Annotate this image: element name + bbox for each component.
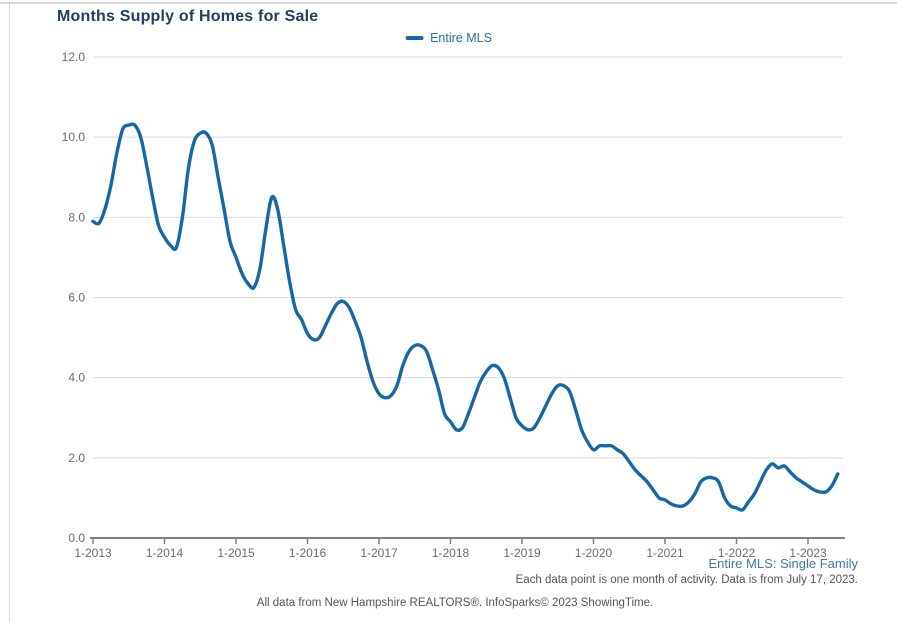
series-scope-link[interactable]: Entire MLS: Single Family: [708, 556, 858, 571]
series-line-entire-mls: [91, 122, 840, 512]
x-axis-label-1-2022: 1-2022: [718, 546, 756, 560]
legend-item-entire-mls[interactable]: Entire MLS: [405, 31, 492, 45]
page-title: Months Supply of Homes for Sale: [57, 8, 319, 25]
x-axis-label-1-2021: 1-2021: [646, 546, 684, 560]
y-axis-label-0.0: 0.0: [68, 531, 85, 545]
y-axis-label-2.0: 2.0: [68, 451, 85, 465]
x-axis-label-1-2023: 1-2023: [789, 546, 827, 560]
x-axis-label-1-2016: 1-2016: [289, 546, 327, 560]
left-divider: [9, 3, 10, 622]
x-axis-label-1-2014: 1-2014: [146, 546, 184, 560]
x-axis-label-1-2015: 1-2015: [217, 546, 255, 560]
y-axis-label-12.0: 12.0: [62, 50, 86, 64]
y-axis-label-10.0: 10.0: [62, 130, 86, 144]
data-as-of-note: Each data point is one month of activity…: [515, 574, 858, 586]
y-axis-label-8.0: 8.0: [68, 210, 85, 224]
legend-item-label: Entire MLS: [430, 31, 492, 45]
x-axis-label-1-2018: 1-2018: [432, 546, 470, 560]
x-axis-label-1-2019: 1-2019: [503, 546, 541, 560]
x-axis-label-1-2020: 1-2020: [575, 546, 613, 560]
chart-legend: Entire MLS: [405, 31, 492, 45]
y-axis-label-4.0: 4.0: [68, 371, 85, 385]
legend-line-swatch: [405, 36, 424, 40]
top-divider: [0, 2, 897, 4]
attribution-note: All data from New Hampshire REALTORS®. I…: [256, 597, 654, 609]
x-axis-label-1-2017: 1-2017: [360, 546, 398, 560]
y-axis-label-6.0: 6.0: [68, 291, 85, 305]
x-axis-label-1-2013: 1-2013: [74, 546, 112, 560]
